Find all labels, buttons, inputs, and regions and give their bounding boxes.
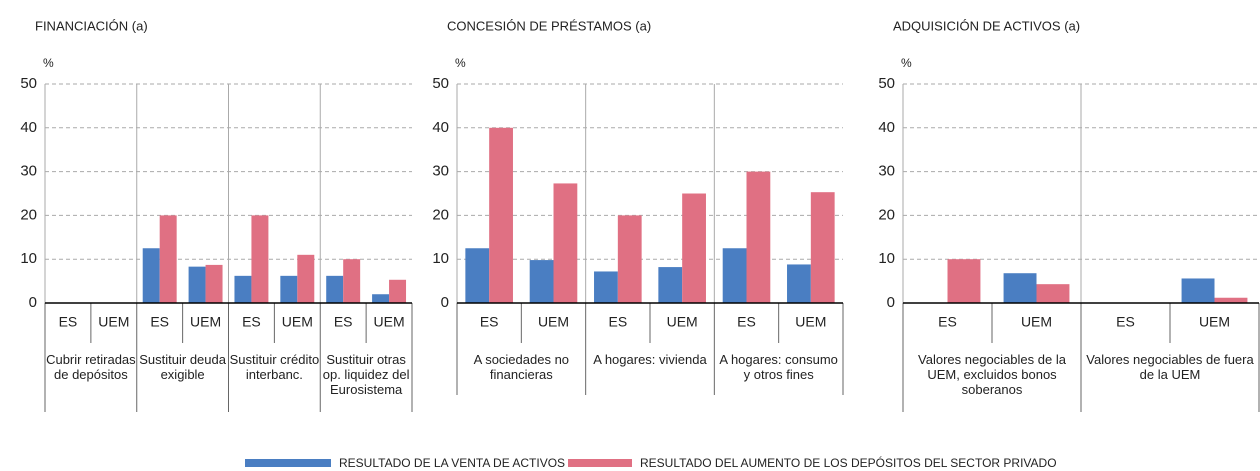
y-tick-label: 20: [878, 206, 895, 223]
bar: [251, 215, 269, 303]
y-tick-label: 10: [878, 250, 895, 267]
group-label: Valores negociables de la UEM, excluidos…: [918, 352, 1066, 397]
legend-swatch: [568, 459, 632, 467]
bar: [594, 271, 618, 303]
y-tick-label: 10: [432, 250, 449, 267]
panel-title: CONCESIÓN DE PRÉSTAMOS (a): [447, 18, 651, 33]
x-tick-label: ES: [480, 314, 499, 330]
x-tick-label: UEM: [795, 314, 826, 330]
x-tick-label: ES: [150, 314, 169, 330]
bar: [280, 275, 298, 303]
bar: [159, 215, 177, 303]
x-tick-label: ES: [1116, 314, 1135, 330]
y-tick-label: 0: [887, 294, 895, 311]
group-label: Sustituir deuda exigible: [139, 352, 226, 382]
y-tick-label: 0: [29, 294, 37, 311]
legend-label: RESULTADO DEL AUMENTO DE LOS DEPÓSITOS D…: [640, 455, 1057, 470]
x-tick-label: UEM: [282, 314, 313, 330]
panel-title: FINANCIACIÓN (a): [35, 18, 148, 33]
y-tick-label: 30: [432, 163, 449, 180]
bar: [1214, 297, 1248, 303]
bar: [1036, 284, 1070, 303]
legend-label: RESULTADO DE LA VENTA DE ACTIVOS: [339, 456, 565, 470]
group-label: A hogares: vivienda: [593, 352, 707, 367]
bar: [297, 254, 315, 303]
bar: [142, 248, 160, 303]
x-tick-label: UEM: [374, 314, 405, 330]
bar: [658, 267, 683, 303]
group-label: Valores negociables de fuera de la UEM: [1086, 352, 1254, 382]
unit-label: %: [455, 56, 466, 70]
y-tick-label: 20: [20, 206, 37, 223]
y-tick-label: 40: [878, 119, 895, 136]
x-tick-label: ES: [608, 314, 627, 330]
bar: [205, 264, 223, 303]
bar: [617, 215, 642, 303]
bar: [1003, 273, 1037, 303]
bar: [529, 260, 554, 303]
bar: [188, 266, 206, 303]
unit-label: %: [43, 56, 54, 70]
y-tick-label: 50: [20, 75, 37, 92]
x-tick-label: UEM: [1021, 314, 1052, 330]
y-tick-label: 40: [20, 119, 37, 136]
group-label: Sustituir crédito interbanc.: [229, 352, 320, 382]
bar: [389, 279, 407, 303]
y-tick-label: 0: [441, 294, 449, 311]
unit-label: %: [901, 56, 912, 70]
bar: [810, 192, 835, 303]
x-tick-label: ES: [59, 314, 78, 330]
y-tick-label: 30: [20, 163, 37, 180]
bar: [722, 248, 747, 303]
x-tick-label: ES: [737, 314, 756, 330]
x-tick-label: UEM: [538, 314, 569, 330]
panel-title: ADQUISICIÓN DE ACTIVOS (a): [893, 18, 1080, 33]
bar: [1181, 278, 1215, 303]
x-tick-label: ES: [242, 314, 261, 330]
y-tick-label: 50: [878, 75, 895, 92]
x-tick-label: UEM: [667, 314, 698, 330]
bar: [787, 264, 811, 303]
bar: [465, 248, 490, 303]
y-tick-label: 10: [20, 250, 37, 267]
y-tick-label: 30: [878, 163, 895, 180]
bar: [489, 127, 513, 303]
bar: [682, 193, 706, 303]
legend-swatch: [245, 459, 331, 467]
x-tick-label: UEM: [190, 314, 221, 330]
y-tick-label: 20: [432, 206, 449, 223]
bar: [234, 275, 252, 303]
bar: [947, 259, 981, 303]
bar: [326, 275, 344, 303]
group-label: A sociedades no financieras: [473, 352, 570, 382]
bar: [343, 259, 361, 303]
bar: [553, 183, 578, 303]
bar: [746, 171, 771, 303]
x-tick-label: ES: [334, 314, 353, 330]
bar: [372, 294, 390, 303]
y-tick-label: 40: [432, 119, 449, 136]
x-tick-label: UEM: [1199, 314, 1230, 330]
group-label: A hogares: consumo y otros fines: [719, 352, 838, 382]
x-tick-label: ES: [938, 314, 957, 330]
group-label: Sustituir otras op. liquidez del Eurosis…: [322, 352, 410, 397]
y-tick-label: 50: [432, 75, 449, 92]
group-label: Cubrir retiradas de depósitos: [46, 352, 136, 382]
x-tick-label: UEM: [98, 314, 129, 330]
